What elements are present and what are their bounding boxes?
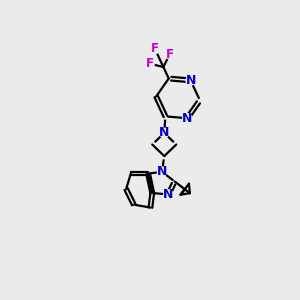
Text: F: F bbox=[151, 43, 159, 56]
Text: N: N bbox=[182, 112, 193, 125]
Text: F: F bbox=[146, 57, 154, 70]
Text: N: N bbox=[159, 127, 169, 140]
Circle shape bbox=[164, 190, 173, 199]
Text: F: F bbox=[166, 48, 174, 61]
Circle shape bbox=[150, 44, 160, 54]
Circle shape bbox=[165, 50, 174, 59]
Text: N: N bbox=[185, 74, 196, 87]
Circle shape bbox=[183, 114, 192, 123]
Circle shape bbox=[145, 59, 154, 68]
Circle shape bbox=[160, 128, 169, 138]
Circle shape bbox=[186, 76, 195, 85]
Text: N: N bbox=[157, 165, 167, 178]
Circle shape bbox=[157, 167, 167, 176]
Text: N: N bbox=[163, 188, 174, 201]
